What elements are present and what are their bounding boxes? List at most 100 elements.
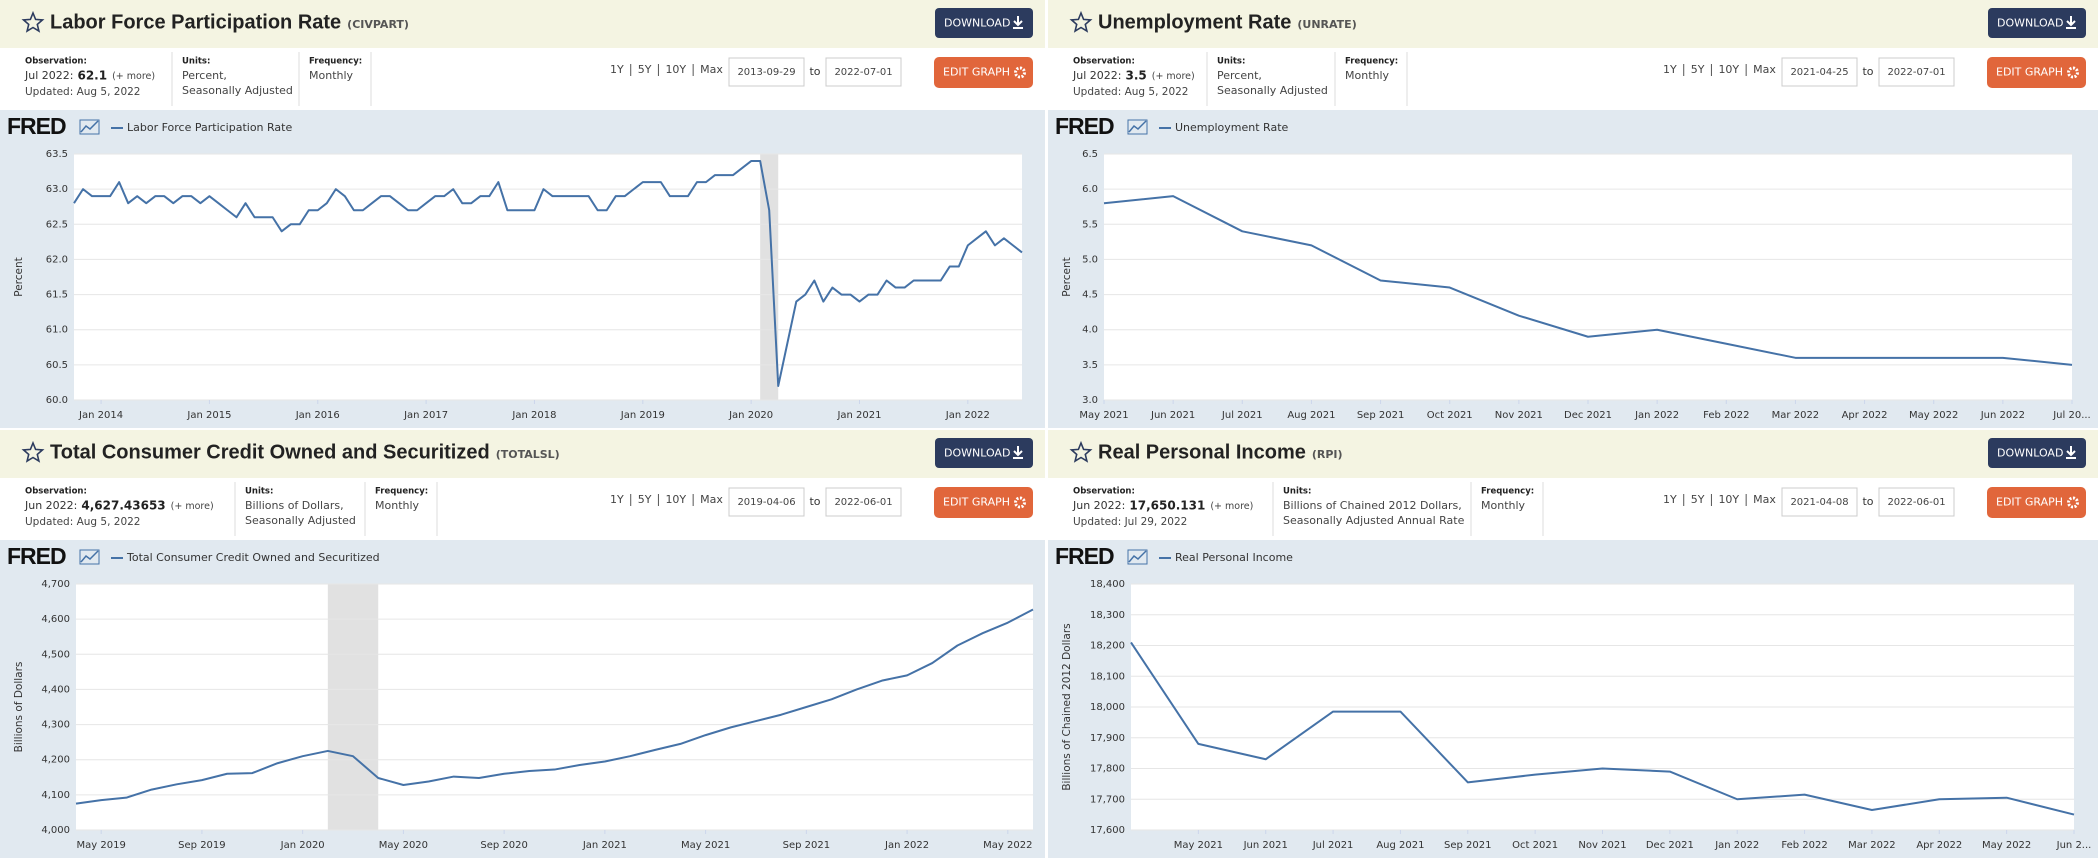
units-text: Seasonally Adjusted <box>182 84 293 97</box>
range-button[interactable]: 1Y <box>610 493 624 506</box>
date-from-text: 2021-04-25 <box>1790 67 1848 78</box>
date-from-text: 2013-09-29 <box>737 67 795 78</box>
download-button[interactable] <box>1988 8 2086 38</box>
favorite-star[interactable] <box>1069 440 1093 463</box>
range-button[interactable]: Max <box>1753 493 1776 506</box>
x-tick-label: Jun 2022 <box>1980 410 2025 421</box>
x-tick-label: Jun 2021 <box>1150 410 1195 421</box>
panel: Unemployment Rate (UNRATE) DOWNLOAD Observa… <box>1048 0 2098 428</box>
panel-title: Unemployment Rate <box>1098 11 1291 33</box>
observation-label: Observation: <box>1073 57 1135 67</box>
x-tick-label: May 2020 <box>379 840 428 851</box>
x-tick-label: Nov 2021 <box>1495 410 1543 421</box>
y-tick-label: 4,500 <box>41 649 70 660</box>
gear-icon <box>1014 496 1026 509</box>
x-tick-label: Jan 2018 <box>511 410 556 421</box>
x-tick-label: Jan 2022 <box>945 410 990 421</box>
more-link[interactable]: (+ more) <box>171 501 214 512</box>
x-tick-label: May 2022 <box>983 840 1032 851</box>
range-button[interactable]: 1Y <box>1663 493 1677 506</box>
y-tick-label: 4,200 <box>41 755 70 766</box>
date-to-input[interactable] <box>1878 57 1955 87</box>
date-to-input[interactable] <box>825 57 902 87</box>
date-to-text: 2022-06-01 <box>1887 497 1945 508</box>
x-tick-label: Mar 2022 <box>1848 840 1896 851</box>
date-to-input[interactable] <box>1878 487 1955 517</box>
more-link[interactable]: (+ more) <box>1152 71 1195 82</box>
edit-graph-label: EDIT GRAPH <box>1996 496 2063 509</box>
gear-icon <box>2067 66 2079 79</box>
x-tick-label: Jan 2020 <box>280 840 325 851</box>
x-tick-label: Apr 2022 <box>1916 840 1962 851</box>
frequency-label: Frequency: <box>1481 487 1534 497</box>
download-button[interactable] <box>1988 438 2086 468</box>
favorite-star[interactable] <box>1069 10 1093 33</box>
edit-graph-button[interactable] <box>934 57 1033 88</box>
range-button[interactable]: 5Y <box>1691 63 1705 76</box>
range-button[interactable]: Max <box>1753 63 1776 76</box>
edit-graph-button[interactable] <box>1987 57 2086 88</box>
download-icon <box>1013 446 1023 459</box>
logo-icon-box <box>79 119 100 135</box>
fred-logo: FRED <box>1055 543 1114 569</box>
x-tick-label: Jul 20... <box>2052 410 2091 421</box>
range-button[interactable]: 10Y <box>665 63 686 76</box>
logo-icon-line <box>1128 550 1147 563</box>
series-code: (TOTALSL) <box>496 448 560 461</box>
frequency-text: Monthly <box>309 69 354 82</box>
series-line <box>1103 195 2073 366</box>
y-tick-label: 60.5 <box>46 360 68 371</box>
range-button[interactable]: 5Y <box>1691 493 1705 506</box>
range-button[interactable]: Max <box>700 493 723 506</box>
units-text: Seasonally Adjusted <box>1217 84 1328 97</box>
logo-icon-box <box>79 549 100 565</box>
date-from-input[interactable] <box>728 57 805 87</box>
edit-graph-button[interactable] <box>1987 487 2086 518</box>
date-from-input[interactable] <box>1781 57 1858 87</box>
range-button[interactable]: Max <box>700 63 723 76</box>
y-tick-label: 3.5 <box>1082 360 1098 371</box>
x-tick-label: Jan 2016 <box>295 410 340 421</box>
range-button[interactable]: 5Y <box>638 63 652 76</box>
observation-label: Observation: <box>25 57 87 67</box>
download-button[interactable] <box>935 8 1033 38</box>
date-from-text: 2021-04-08 <box>1790 497 1848 508</box>
range-button[interactable]: 10Y <box>665 493 686 506</box>
range-button[interactable]: 10Y <box>1718 63 1739 76</box>
updated-date: Updated: Aug 5, 2022 <box>25 516 141 528</box>
logo-icon-box <box>1127 119 1148 135</box>
range-button[interactable]: 1Y <box>1663 63 1677 76</box>
range-button[interactable]: 10Y <box>1718 493 1739 506</box>
updated-date: Updated: Aug 5, 2022 <box>25 86 141 98</box>
observation-date: Jun 2022: <box>1072 499 1125 512</box>
y-tick-label: 61.0 <box>46 325 68 336</box>
date-to-input[interactable] <box>825 487 902 517</box>
panel: Total Consumer Credit Owned and Securiti… <box>0 430 1045 858</box>
more-link[interactable]: (+ more) <box>112 71 155 82</box>
date-from-input[interactable] <box>1781 487 1858 517</box>
more-link[interactable]: (+ more) <box>1210 501 1253 512</box>
x-tick-label: Oct 2021 <box>1512 840 1558 851</box>
edit-graph-button[interactable] <box>934 487 1033 518</box>
observation-label: Observation: <box>1073 487 1135 497</box>
favorite-star[interactable] <box>21 440 45 463</box>
date-from-input[interactable] <box>728 487 805 517</box>
frequency-text: Monthly <box>1345 69 1390 82</box>
x-tick-label: Sep 2021 <box>783 840 830 851</box>
panel-title: Total Consumer Credit Owned and Securiti… <box>50 441 490 463</box>
range-button[interactable]: 5Y <box>638 493 652 506</box>
range-button[interactable]: 1Y <box>610 63 624 76</box>
updated-date: Updated: Jul 29, 2022 <box>1073 516 1187 528</box>
download-button[interactable] <box>935 438 1033 468</box>
y-tick-label: 18,300 <box>1090 610 1125 621</box>
y-tick-label: 17,900 <box>1090 733 1125 744</box>
units-text: Billions of Dollars, <box>245 499 344 512</box>
panel-title: Labor Force Participation Rate <box>50 11 341 33</box>
y-tick-label: 60.0 <box>46 395 68 406</box>
recession-band <box>327 584 379 830</box>
y-tick-label: 3.0 <box>1082 395 1098 406</box>
favorite-star[interactable] <box>21 10 45 33</box>
gear-icon <box>2067 496 2079 509</box>
download-label: DOWNLOAD <box>1997 447 2063 460</box>
